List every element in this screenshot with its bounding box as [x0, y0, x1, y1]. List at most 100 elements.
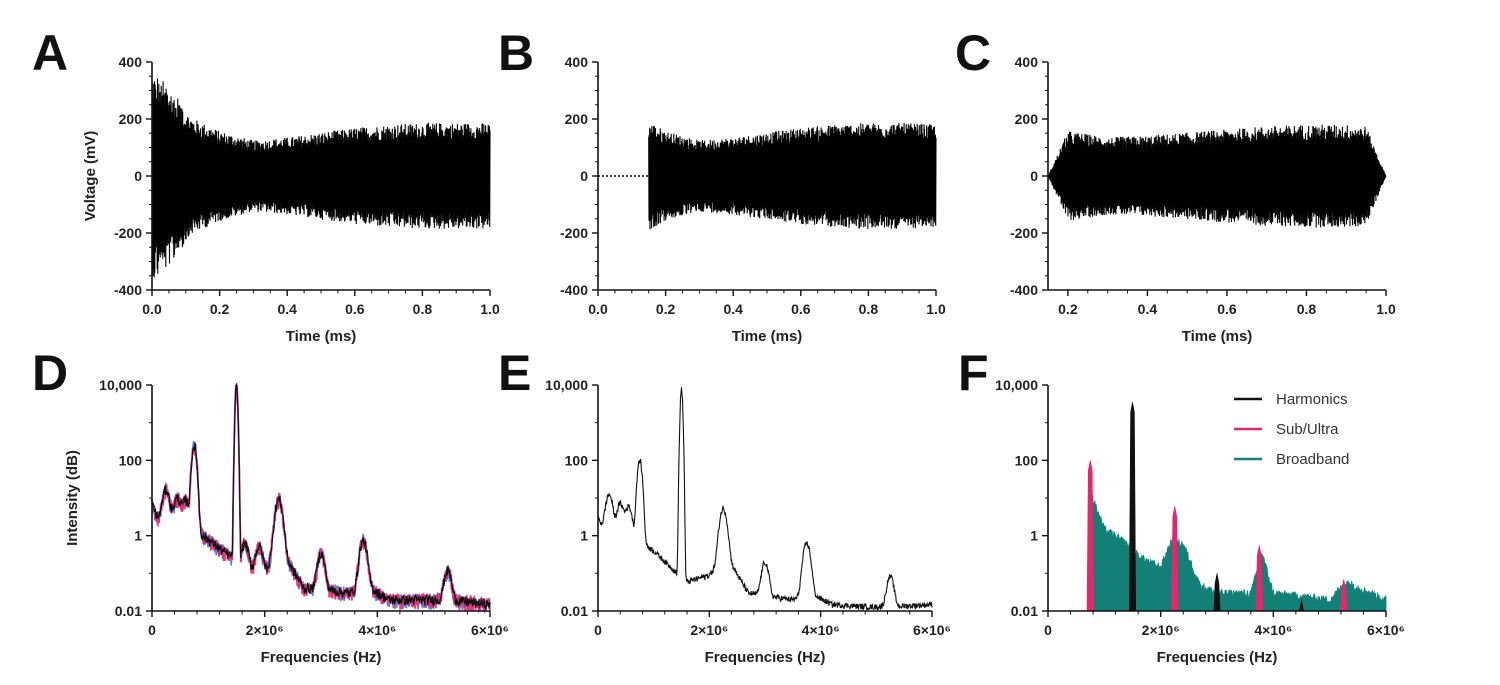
x-tick-label: 2×10⁶: [246, 622, 284, 638]
y-tick-label: 1: [1030, 528, 1038, 544]
x-tick-label: 0.4: [723, 301, 743, 317]
y-tick-label: 0: [580, 168, 588, 184]
y-tick-label: 400: [565, 54, 589, 70]
axes: 10,000 100 1 0.01 0 2×10⁶ 4×10⁶ 6×10⁶: [99, 377, 509, 638]
axes: 10,000 100 1 0.01 0 2×10⁶ 4×10⁶ 6×10⁶: [545, 377, 951, 638]
y-tick-label: 0.01: [561, 603, 588, 619]
y-tick-label: 100: [565, 452, 589, 468]
plot-area: [1086, 402, 1387, 612]
y-tick-label: 1: [580, 528, 588, 544]
spectrum-line: [597, 387, 933, 612]
x-axis-title: Time (ms): [732, 328, 803, 345]
x-tick-label: 0.0: [142, 301, 162, 317]
legend-label: Harmonics: [1276, 391, 1348, 408]
x-tick-label: 4×10⁶: [802, 622, 840, 638]
spectrum-series-black: [151, 383, 491, 610]
x-tick-label: 4×10⁶: [358, 622, 396, 638]
panel-letter: B: [498, 25, 534, 81]
legend-label: Sub/Ultra: [1276, 421, 1339, 438]
x-tick-label: 6×10⁶: [471, 622, 509, 638]
legend: Harmonics Sub/Ultra Broadband: [1234, 391, 1349, 468]
panel-letter: E: [498, 345, 531, 401]
y-tick-label: 0.01: [115, 603, 142, 619]
x-tick-label: 0.0: [588, 301, 608, 317]
plot-area: [151, 383, 491, 614]
harmonics-band: [1128, 402, 1137, 612]
axes: 10,000 100 1 0.01 0 2×10⁶ 4×10⁶ 6×10⁶: [995, 377, 1405, 638]
x-tick-label: 0.4: [1138, 301, 1158, 317]
panel-letter: C: [955, 25, 991, 81]
x-tick-label: 0.8: [1297, 301, 1317, 317]
x-tick-label: 0.2: [656, 301, 676, 317]
spectrum-series-blue: [151, 385, 491, 612]
x-tick-label: 0.6: [345, 301, 365, 317]
y-tick-label: 0: [134, 168, 142, 184]
x-tick-label: 1.0: [926, 301, 946, 317]
x-tick-label: 1.0: [1376, 301, 1396, 317]
sub_ultra-band: [1086, 460, 1094, 612]
panel-letter: F: [958, 345, 989, 401]
y-tick-label: 200: [119, 111, 143, 127]
sub_ultra-band: [1171, 506, 1179, 612]
y-tick-label: 10,000: [545, 377, 588, 393]
y-tick-label: -200: [560, 225, 588, 241]
x-tick-label: 4×10⁶: [1254, 622, 1292, 638]
y-tick-label: -400: [560, 282, 588, 298]
y-tick-label: 0: [1030, 168, 1038, 184]
x-axis-title: Time (ms): [286, 328, 357, 345]
y-tick-label: -200: [114, 225, 142, 241]
y-axis-title: Intensity (dB): [64, 450, 81, 546]
y-tick-label: 100: [1015, 452, 1039, 468]
x-tick-label: 6×10⁶: [913, 622, 951, 638]
plot-area: [598, 122, 937, 230]
y-tick-label: 10,000: [995, 377, 1038, 393]
x-axis-title: Frequencies (Hz): [705, 649, 826, 666]
x-tick-label: 1.0: [480, 301, 500, 317]
y-tick-label: -400: [1010, 282, 1038, 298]
x-tick-label: 6×10⁶: [1367, 622, 1405, 638]
x-tick-label: 0.6: [791, 301, 811, 317]
legend-label: Broadband: [1276, 451, 1349, 468]
plot-area: [1047, 124, 1387, 228]
x-tick-label: 0: [1044, 622, 1052, 638]
panel-d: D 10,000 100 1 0.01 0 2×10⁶ 4×10⁶ 6×10⁶ Frequenci…: [32, 345, 509, 666]
x-axis-title: Frequencies (Hz): [1157, 649, 1278, 666]
plot-area: [597, 387, 933, 612]
y-tick-label: 200: [565, 111, 589, 127]
panel-letter: D: [32, 345, 68, 401]
x-tick-label: 2×10⁶: [1142, 622, 1180, 638]
panel-e: E 10,000 100 1 0.01 0 2×10⁶ 4×10⁶ 6×10⁶ Frequenci…: [498, 345, 951, 666]
y-tick-label: 100: [119, 452, 143, 468]
y-tick-label: 1: [134, 528, 142, 544]
x-tick-label: 0: [594, 622, 602, 638]
voltage-trace: [1047, 124, 1387, 228]
x-tick-label: 0.2: [1058, 301, 1078, 317]
axes: 400 200 0 -200 -400 0.2 0.4 0.6 0.8 1.0: [1010, 54, 1396, 317]
x-tick-label: 0: [148, 622, 156, 638]
y-tick-label: -400: [114, 282, 142, 298]
x-tick-label: 0.8: [413, 301, 433, 317]
panel-f: F 10,000 100 1 0.01 0 2×10⁶ 4×10⁶ 6×10⁶ Frequenci…: [958, 345, 1405, 666]
panel-c: C 400 200 0 -200 -400 0.2 0.4 0.6 0.8 1.0 Time (ms): [955, 25, 1396, 345]
plot-area: [151, 78, 491, 278]
harmonics-band: [1213, 573, 1221, 612]
x-tick-label: 2×10⁶: [690, 622, 728, 638]
x-axis-title: Time (ms): [1182, 328, 1253, 345]
y-tick-label: 10,000: [99, 377, 142, 393]
x-axis-title: Frequencies (Hz): [261, 649, 382, 666]
broadband-area: [1089, 492, 1387, 612]
voltage-trace: [648, 122, 937, 230]
x-tick-label: 0.8: [859, 301, 879, 317]
y-tick-label: 0.01: [1011, 603, 1038, 619]
spectrum-series-pink: [151, 385, 491, 614]
voltage-trace: [151, 78, 491, 278]
x-tick-label: 0.4: [277, 301, 297, 317]
y-axis-title: Voltage (mV): [82, 131, 99, 222]
y-tick-label: 400: [1015, 54, 1039, 70]
x-tick-label: 0.2: [210, 301, 230, 317]
